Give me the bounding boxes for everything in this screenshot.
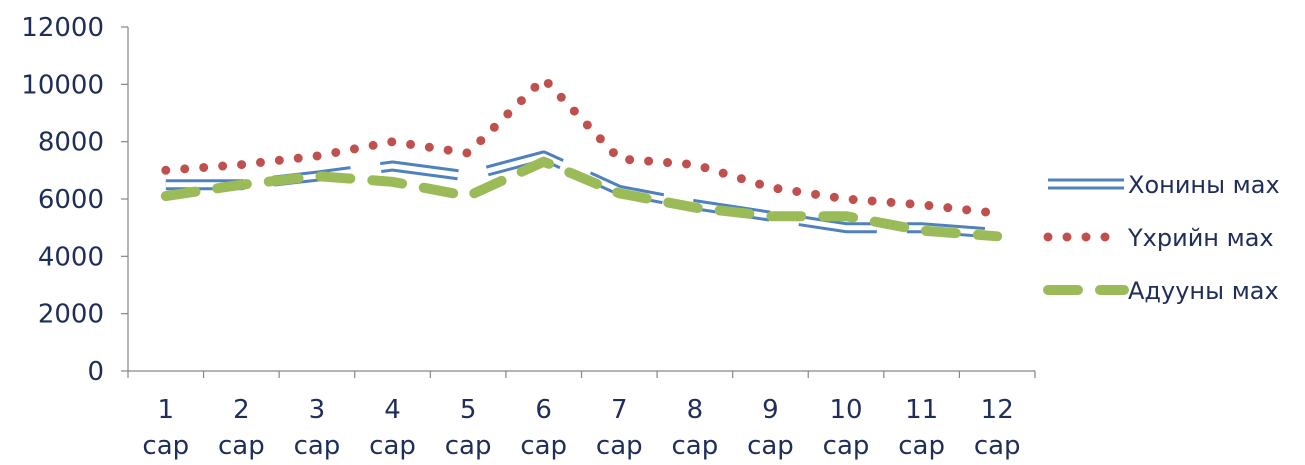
legend-label-2: Үхрийн мах	[1127, 224, 1274, 252]
legend-label-3: Адууны мах	[1128, 277, 1279, 305]
series-2-point-11	[921, 204, 923, 206]
series-2-point-8	[694, 164, 696, 166]
series-2-point-10	[845, 198, 847, 200]
series-2	[161, 74, 1002, 218]
y-tick-label: 2000	[38, 300, 104, 330]
series-1	[165, 150, 998, 239]
legend-item-3: Адууны мах	[1043, 277, 1279, 305]
legend-label-1: Хонины мах	[1128, 171, 1280, 199]
y-tick-label: 8000	[38, 128, 104, 158]
y-tick-label: 6000	[38, 185, 104, 215]
x-tick-label: 10 сар	[823, 395, 870, 461]
legend-item-2: Үхрийн мах	[1043, 224, 1274, 252]
series-2-point-6	[543, 78, 545, 80]
x-tick-label: 4 сар	[369, 395, 416, 461]
series-2-point-9	[769, 187, 771, 189]
x-tick-label: 1 сар	[142, 395, 189, 461]
x-tick-label: 5 сар	[445, 395, 492, 461]
y-tick-label: 10000	[21, 70, 104, 100]
x-tick-label: 3 сар	[294, 395, 341, 461]
y-tick-label: 0	[87, 357, 104, 387]
x-tick-label: 11 сар	[898, 395, 945, 461]
x-tick-label: 9 сар	[747, 395, 794, 461]
series-3	[160, 156, 1003, 242]
x-tick-label: 8 сар	[672, 395, 719, 461]
x-tick-label: 6 сар	[520, 395, 567, 461]
series-2-line	[161, 74, 1002, 218]
series-2-point-12	[996, 212, 998, 214]
series-1-point-5	[467, 175, 469, 177]
chart-series	[160, 74, 1003, 242]
series-3-line	[160, 156, 1003, 242]
legend-item-1: Хонины мах	[1048, 171, 1280, 199]
series-2-point-7	[618, 158, 620, 160]
chart-axes: 0 2000 4000 6000 8000 10000 12000 1 сар 2 сар 3 сар 4…	[21, 13, 1036, 461]
chart-legend: Хонины мах Үхрийн мах Адууны мах	[1043, 171, 1280, 305]
series-1-line-inner	[165, 153, 998, 236]
x-tick-label: 12 сар	[974, 395, 1021, 461]
x-tick-label: 2 сар	[218, 395, 265, 461]
y-tick-label: 12000	[21, 13, 104, 43]
x-tick-label: 7 сар	[596, 395, 643, 461]
series-3-point-5	[467, 195, 469, 197]
y-tick-label: 4000	[38, 242, 104, 272]
